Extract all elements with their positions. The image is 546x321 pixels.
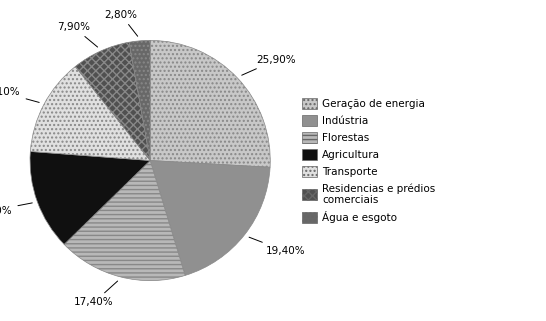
Text: 7,90%: 7,90% [57, 22, 98, 47]
Text: 17,40%: 17,40% [74, 281, 117, 308]
Wedge shape [75, 42, 150, 160]
Text: 13,50%: 13,50% [0, 203, 32, 216]
Wedge shape [129, 40, 150, 160]
Text: 25,90%: 25,90% [242, 55, 296, 75]
Wedge shape [150, 40, 270, 167]
Wedge shape [30, 152, 150, 244]
Wedge shape [31, 66, 150, 160]
Text: 19,40%: 19,40% [249, 237, 305, 256]
Text: 13,10%: 13,10% [0, 87, 39, 102]
Wedge shape [64, 160, 185, 281]
Legend: Geração de energia, Indústria, Florestas, Agricultura, Transporte, Residencias e: Geração de energia, Indústria, Florestas… [299, 95, 438, 226]
Text: 2,80%: 2,80% [104, 10, 138, 36]
Wedge shape [150, 160, 270, 275]
